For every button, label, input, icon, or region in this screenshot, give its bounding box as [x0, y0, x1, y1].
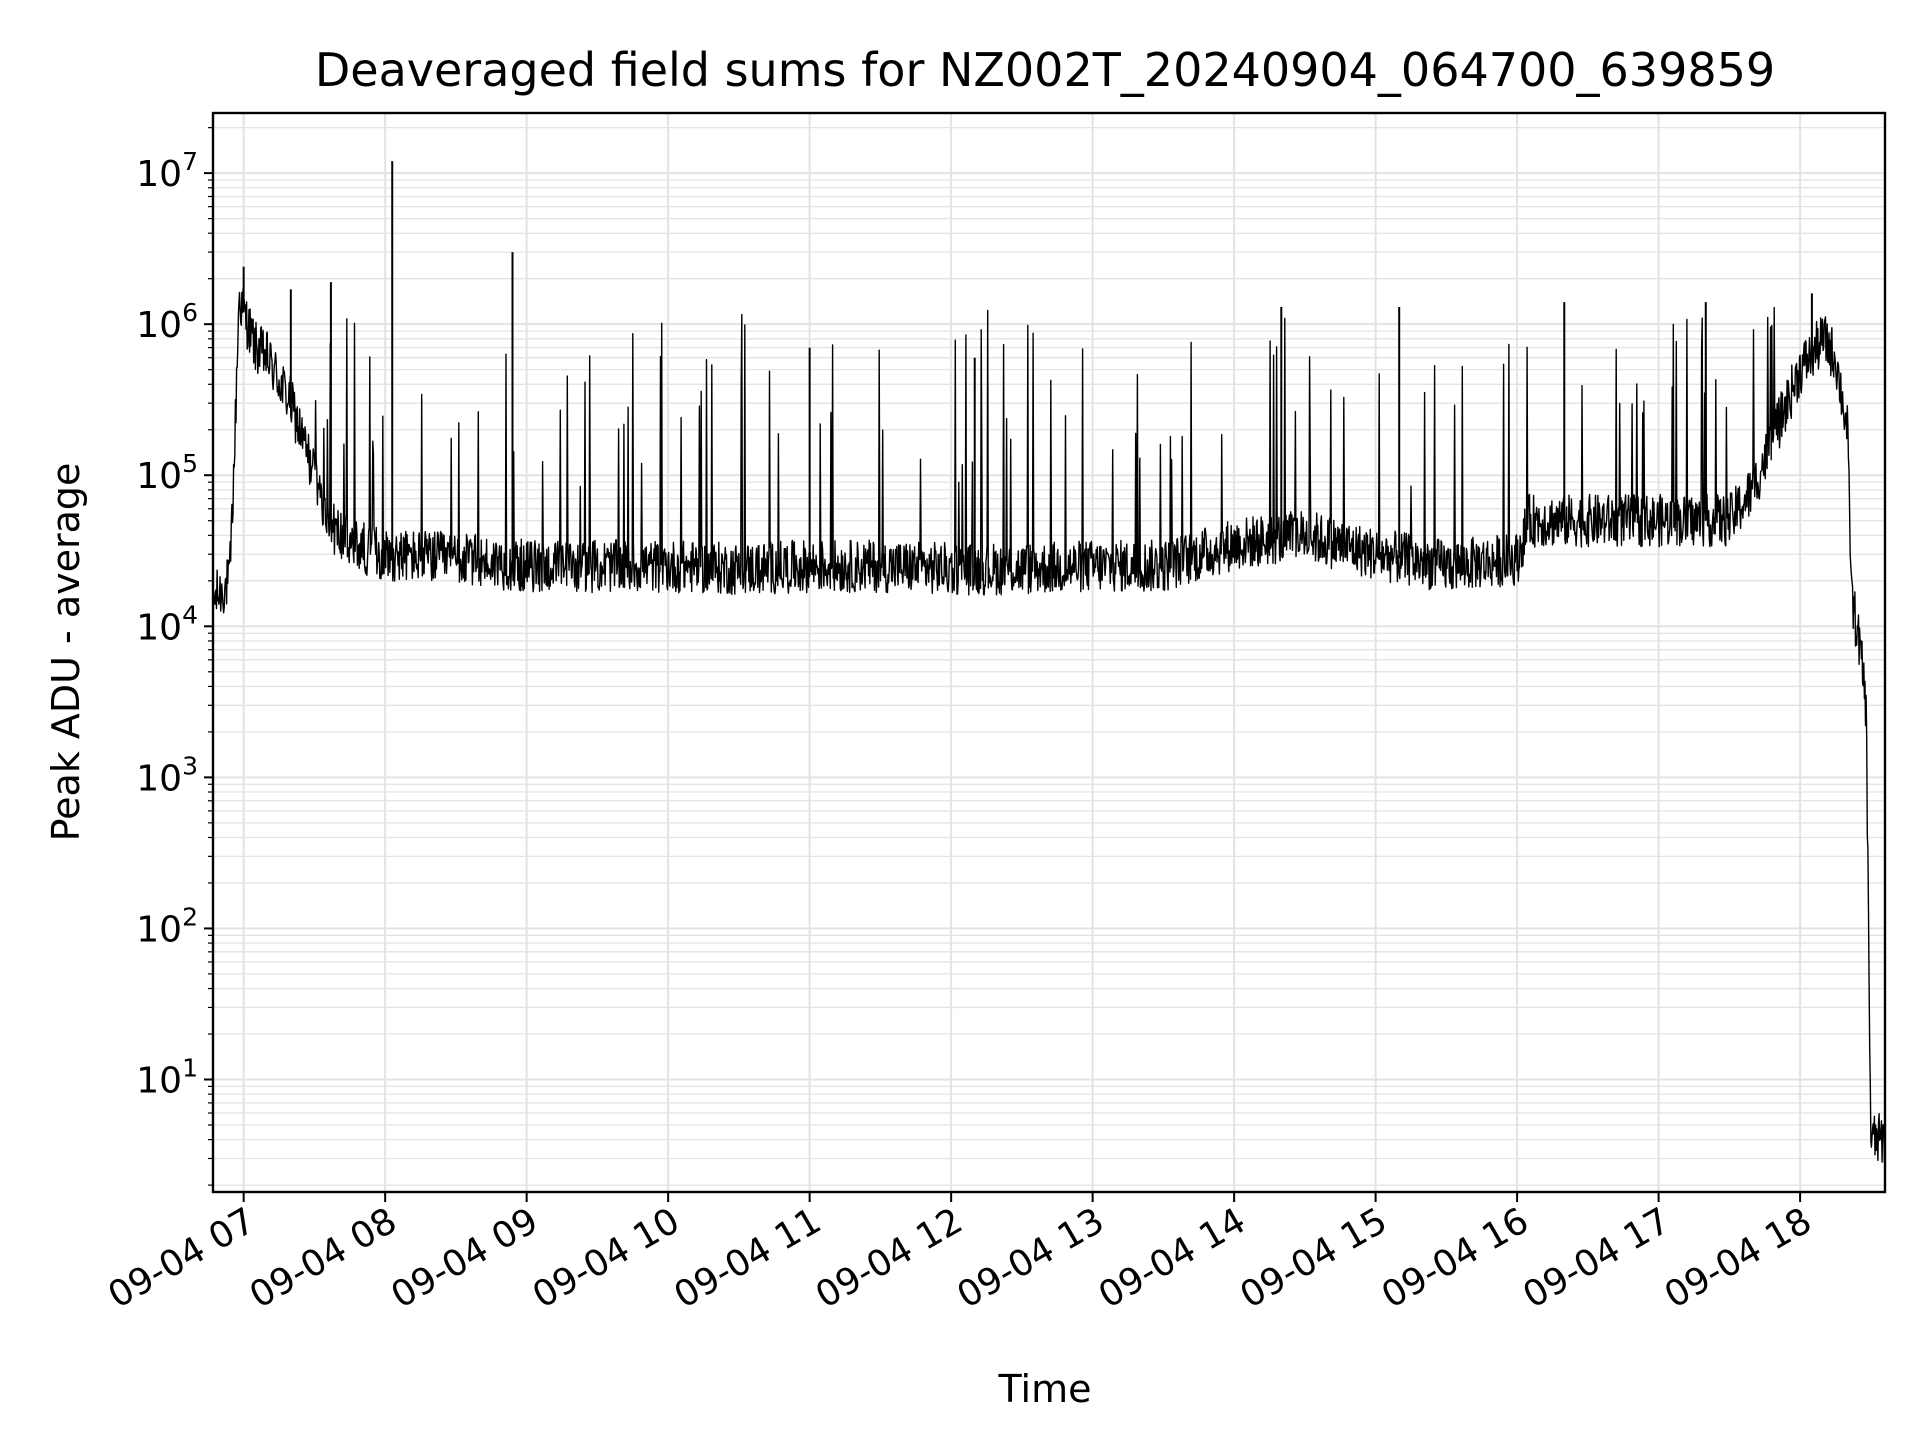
x-tick-label: 09-04 15: [1233, 1200, 1394, 1316]
x-tick-label: 09-04 13: [950, 1200, 1111, 1316]
x-tick-label: 09-04 11: [667, 1200, 828, 1316]
x-tick-label: 09-04 12: [809, 1200, 970, 1316]
y-axis-label: Peak ADU - average: [44, 463, 88, 842]
y-tick-label: 102: [136, 902, 198, 950]
x-tick-label: 09-04 17: [1516, 1200, 1677, 1316]
x-axis-label: Time: [998, 1367, 1092, 1411]
x-tick-label: 09-04 10: [526, 1200, 687, 1316]
series-layer: [212, 161, 1886, 1164]
chart-title: Deaveraged field sums for NZ002T_2024090…: [315, 43, 1775, 97]
plot-frame: [211, 111, 1887, 1194]
y-tick-label: 105: [136, 449, 198, 497]
grid: [213, 113, 1885, 1192]
y-tick-label: 106: [136, 298, 198, 346]
y-tick-label: 101: [136, 1053, 198, 1101]
x-tick-label: 09-04 09: [384, 1200, 545, 1316]
y-tick-label: 104: [136, 600, 198, 648]
series-line: [212, 287, 1886, 1164]
x-tick-label: 09-04 18: [1658, 1200, 1819, 1316]
x-tick-label: 09-04 07: [101, 1200, 262, 1316]
x-tick-label: 09-04 08: [243, 1200, 404, 1316]
x-tick-label: 09-04 14: [1092, 1200, 1253, 1316]
y-tick-label: 107: [136, 147, 198, 195]
y-tick-label: 103: [136, 751, 198, 799]
y-axis-ticks: 101 102 103 104 105 106 107: [136, 127, 213, 1186]
x-tick-label: 09-04 16: [1375, 1200, 1536, 1316]
